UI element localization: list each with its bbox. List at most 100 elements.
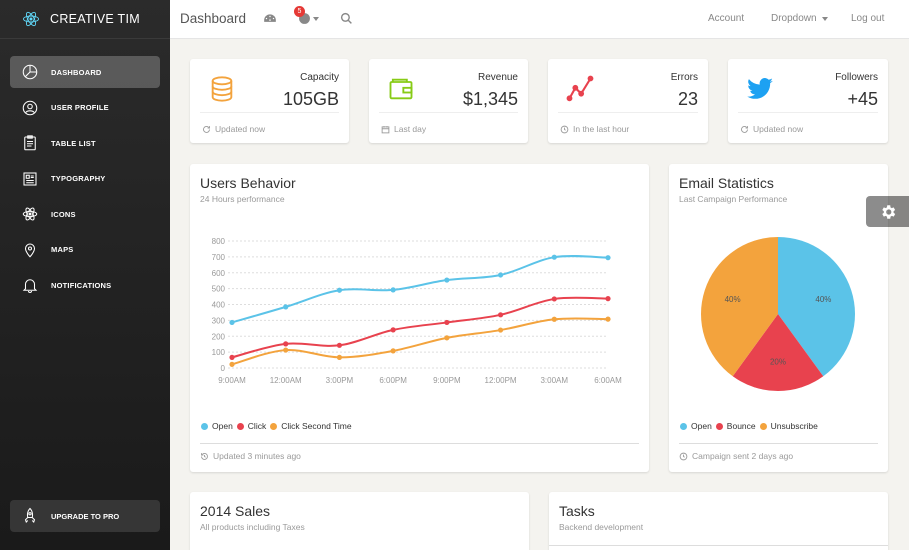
data-point-open [551,254,557,260]
calendar-icon [381,125,390,133]
data-point-click [336,342,343,348]
card-footer-text: Updated 3 minutes ago [213,451,301,461]
legend-dot [201,422,208,430]
rocket-icon [24,507,36,523]
atom-icon [22,207,38,221]
legend-label: Click Second Time [281,421,352,431]
y-tick-label: 500 [212,285,226,294]
page-title: Dashboard [180,11,247,26]
sidebar-item-dashboard[interactable]: DASHBOARD [10,56,160,88]
sidebar-item-notifications[interactable]: NOTIFICATIONS [10,269,160,301]
data-point-click-second-time [444,335,450,341]
email-statistics-pie-chart: 40% 20% 40% [701,237,855,391]
y-tick-label: 800 [212,237,226,246]
news-icon [23,171,37,186]
card-subtitle: Last Campaign Performance [679,194,788,204]
clock-icon [560,125,569,133]
pie-label-bounce: 20% [770,358,786,367]
pie-label-unsubscribe: 40% [725,295,741,304]
stat-value: +45 [847,89,878,109]
legend-item-bounce: Bounce [715,421,756,431]
clipboard-icon [24,135,36,151]
stat-footer: Last day [381,124,426,134]
data-point-click [605,296,611,302]
stat-card-capacity: Capacity 105GB Updated now [190,59,349,143]
data-point-click-second-time [605,316,611,322]
stat-footer: Updated now [202,124,265,134]
legend-label: Unsubscribe [770,421,818,431]
legend-item-click-second-time: Click Second Time [270,421,352,431]
card-footer-text: Campaign sent 2 days ago [692,451,794,461]
divider [379,112,518,113]
notification-badge: 5 [294,6,305,17]
sales-card: 2014 Sales All products including Taxes [190,492,529,550]
legend-dot [715,422,723,430]
stat-footer-text: In the last hour [573,124,630,134]
divider [558,112,698,113]
card-title: Tasks [559,503,595,519]
pie-slice-open [778,237,855,377]
data-point-open [390,287,396,293]
logout-link[interactable]: Log out [851,13,885,24]
search-icon[interactable] [340,12,353,25]
stat-card-revenue: Revenue $1,345 Last day [369,59,528,143]
refresh-icon [741,125,748,133]
legend-item-open: Open [201,421,233,431]
sidebar-item-typography[interactable]: TYPOGRAPHY [10,163,160,195]
pie-slice-bounce [732,314,824,391]
sidebar-item-maps[interactable]: MAPS [10,234,160,266]
x-tick-label: 6:00PM [379,376,407,385]
tasks-card: Tasks Backend development [549,492,888,550]
stat-footer: In the last hour [560,124,629,134]
stat-label: Followers [835,72,878,83]
divider [200,112,339,113]
top-navbar: Dashboard 5 Account Dropdown Log out [170,0,909,39]
clock-icon [679,452,688,460]
stat-card-followers: Followers +45 Updated now [728,59,888,143]
graph-icon [566,75,594,102]
stat-label: Errors [670,72,698,83]
bell-icon [22,279,38,293]
sidebar-item-label: MAPS [51,245,74,254]
sidebar-item-table-list[interactable]: TABLE LIST [10,127,160,159]
brand[interactable]: CREATIVE TIM [0,0,170,39]
user-icon [22,100,38,115]
settings-toggle-button[interactable] [866,196,909,227]
sidebar-item-user-profile[interactable]: USER PROFILE [10,92,160,124]
stat-footer-text: Updated now [753,124,804,134]
dropdown-toggle[interactable]: Dropdown [771,13,817,24]
card-footer: Campaign sent 2 days ago [679,451,793,461]
legend-item-open: Open [680,421,712,431]
caret-down-icon [313,17,319,21]
series-line-click [231,296,609,359]
refresh-icon [203,125,210,133]
upgrade-to-pro-button[interactable]: UPGRADE TO PRO [10,500,160,532]
stat-footer-text: Last day [394,124,427,134]
card-subtitle: All products including Taxes [200,522,305,532]
gear-icon [881,204,895,219]
card-subtitle: Backend development [559,522,644,532]
y-tick-label: 400 [212,301,226,310]
data-point-open [229,319,235,326]
x-tick-label: 9:00PM [433,376,461,385]
sidebar-item-icons[interactable]: ICONS [10,198,160,230]
series-line-open [231,255,609,324]
x-tick-label: 3:00PM [326,376,354,385]
data-point-open [497,272,504,278]
data-point-click [283,341,289,347]
users-behavior-card: Users Behavior 24 Hours performance 0 100… [190,164,649,472]
stat-card-errors: Errors 23 In the last hour [548,59,708,143]
data-point-click-second-time [497,327,504,333]
dashboard-icon[interactable] [263,12,277,26]
upgrade-label: UPGRADE TO PRO [51,511,120,521]
data-point-click-second-time [390,348,396,354]
data-point-open [283,304,289,310]
sidebar-item-label: DASHBOARD [51,67,102,77]
account-link[interactable]: Account [708,13,745,24]
stat-value: $1,345 [462,89,518,109]
pie-slice-unsubscribe [701,237,778,377]
sidebar-item-label: TYPOGRAPHY [51,174,106,183]
legend-item-click: Click [236,421,266,431]
stat-footer-text: Updated now [215,124,266,134]
card-title: Email Statistics [679,175,774,191]
